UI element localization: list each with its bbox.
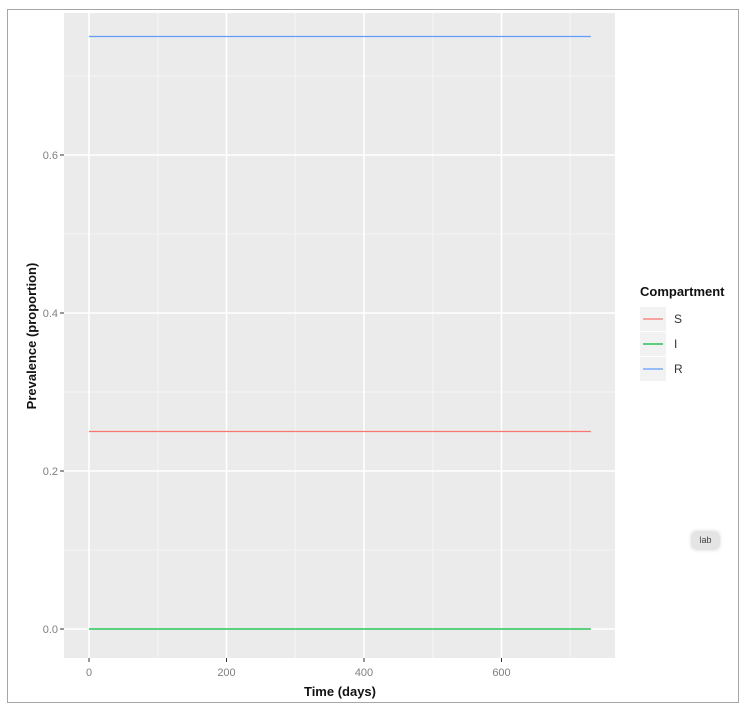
y-tick-label: 0.2 [43, 466, 58, 478]
y-tick-label: 0.6 [43, 150, 58, 162]
minor-gridlines [64, 13, 615, 658]
y-tick-label: 0.0 [43, 624, 58, 636]
y-axis-title: Prevalence (proportion) [24, 263, 39, 410]
legend-label-r: R [674, 362, 683, 376]
x-tick-label: 600 [492, 667, 510, 679]
x-axis-title: Time (days) [304, 684, 376, 699]
lab-badge[interactable]: lab [692, 532, 719, 549]
x-axis-ticks: 0 200 400 600 [86, 658, 511, 679]
legend-label-i: I [674, 337, 677, 351]
series-lines [89, 35, 591, 630]
plot-panel [64, 13, 615, 658]
x-tick-label: 200 [217, 667, 235, 679]
legend: SIR [640, 307, 683, 381]
x-tick-label: 400 [355, 667, 373, 679]
y-axis-ticks: 0.0 0.2 0.4 0.6 [43, 150, 64, 636]
legend-label-s: S [674, 312, 682, 326]
legend-title: Compartment [640, 284, 725, 299]
x-tick-label: 0 [86, 667, 92, 679]
y-tick-label: 0.4 [43, 308, 58, 320]
